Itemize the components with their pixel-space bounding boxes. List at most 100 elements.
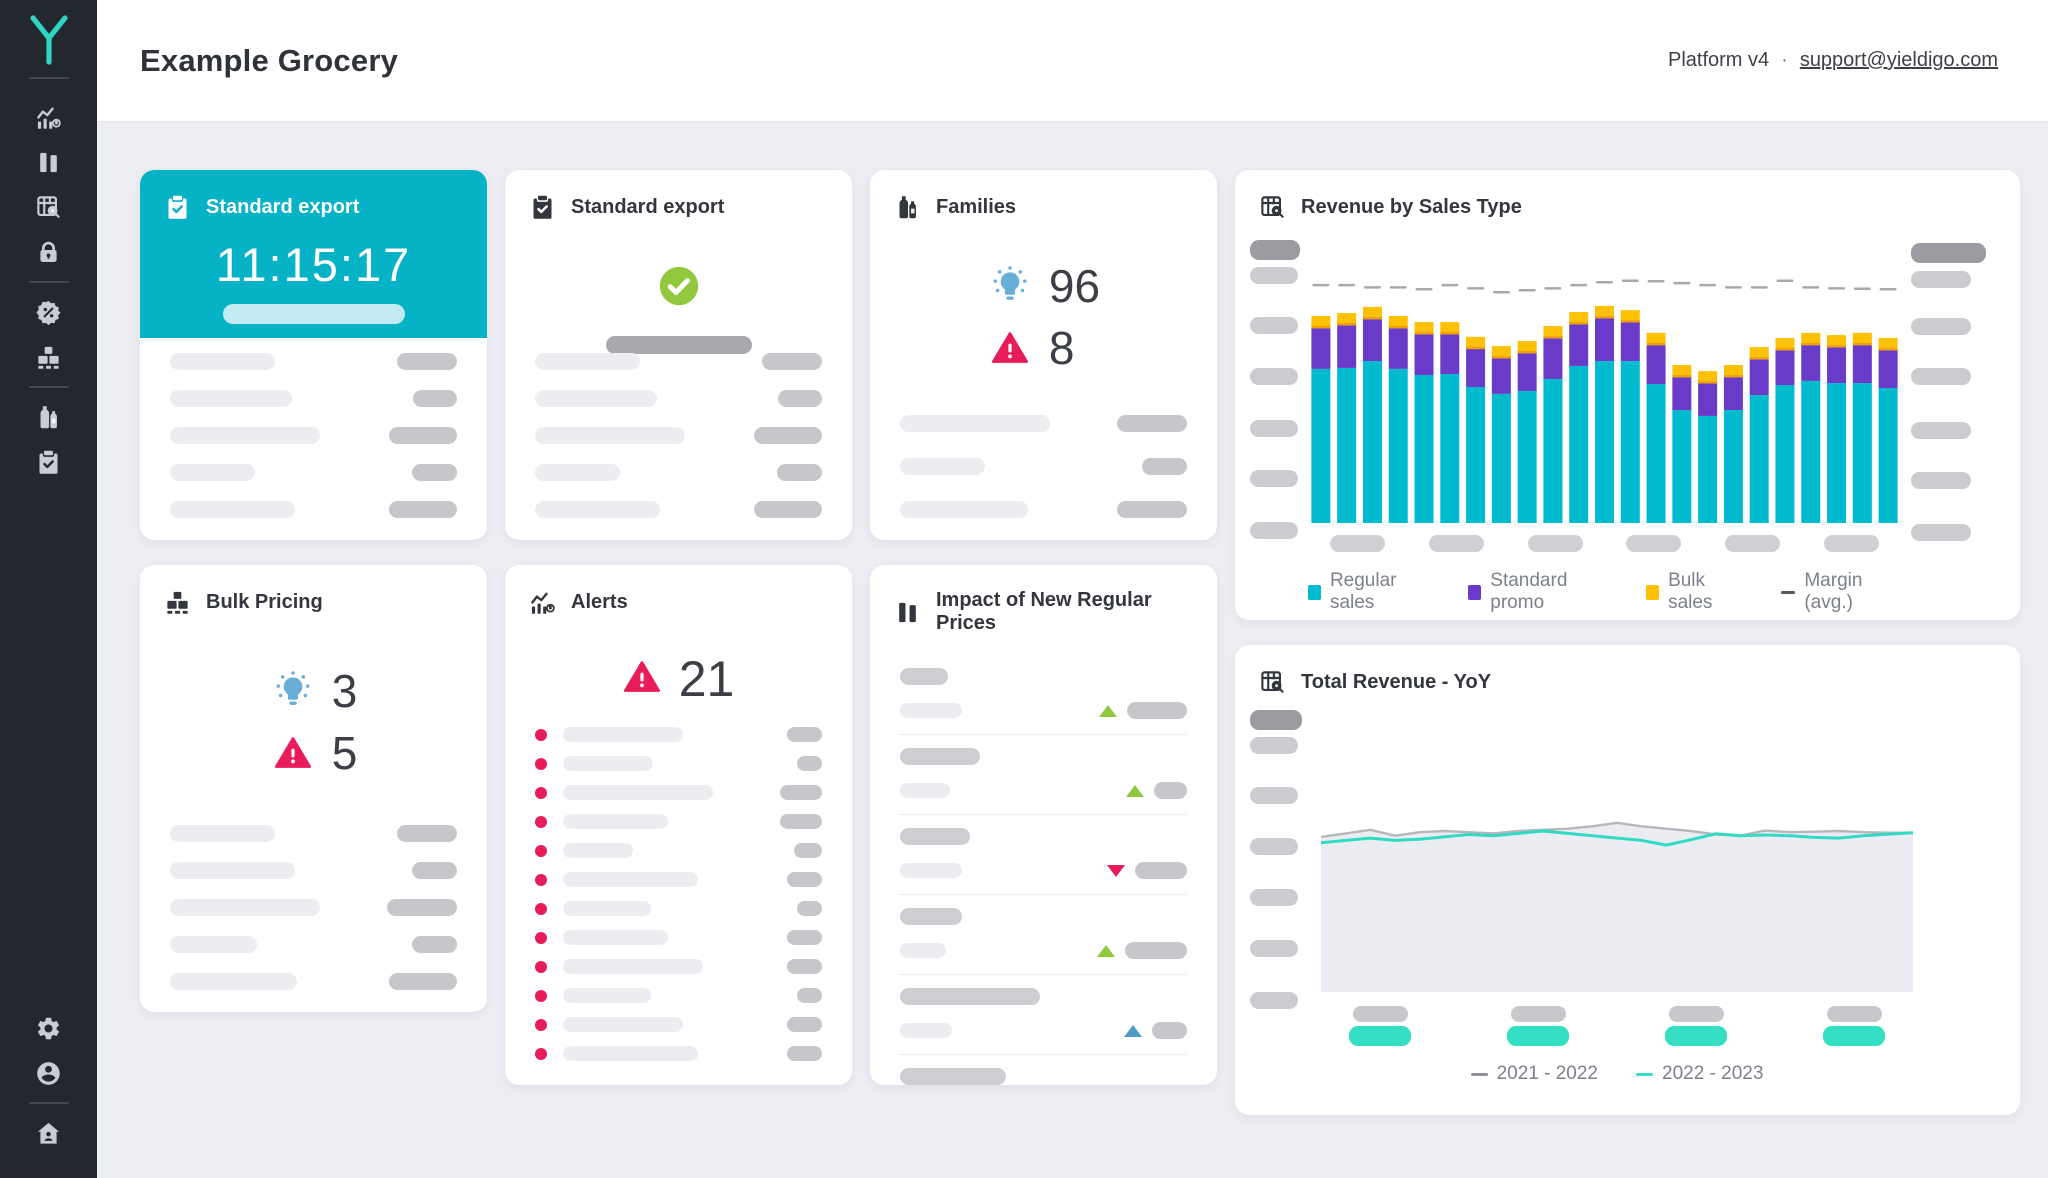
revenue-stacked-bar-chart — [1311, 279, 1898, 523]
alert-label-pill — [563, 1017, 683, 1032]
meta-separator: · — [1781, 49, 1788, 71]
alert-value-pill — [797, 988, 822, 1003]
alert-row[interactable] — [535, 843, 822, 858]
skeleton-label-pill — [170, 464, 255, 481]
legend-item[interactable]: 2021 - 2022 — [1470, 1063, 1598, 1085]
alert-row[interactable] — [535, 727, 822, 742]
sidebar-item-percent[interactable] — [27, 294, 71, 330]
card-title: Standard export — [571, 196, 725, 218]
skeleton-value-pill — [777, 464, 822, 481]
sidebar-item-pallet[interactable] — [27, 339, 71, 375]
impact-value-pill — [1127, 702, 1187, 719]
bulk-pricing-stats: 3 5 — [140, 668, 487, 776]
sidebar-item-clipboard-check[interactable] — [27, 444, 71, 480]
alert-row[interactable] — [535, 930, 822, 945]
skeleton-row — [535, 464, 822, 481]
alert-dot-icon — [535, 931, 547, 944]
x-axis-label-pill — [1826, 1006, 1882, 1022]
alert-row[interactable] — [535, 959, 822, 974]
skeleton-row — [170, 353, 457, 370]
skeleton-value-pill — [413, 390, 457, 407]
alert-row[interactable] — [535, 988, 822, 1003]
alert-value-pill — [787, 727, 822, 742]
sidebar-item-columns[interactable] — [27, 144, 71, 180]
skeleton-row — [170, 390, 457, 407]
sidebar — [0, 0, 97, 1178]
app-logo[interactable] — [25, 14, 73, 66]
legend-item[interactable]: Standard promo — [1468, 570, 1608, 614]
alert-label-pill — [563, 814, 668, 829]
sidebar-divider — [28, 1102, 69, 1104]
card-revenue-by-sales-type: Revenue by Sales Type Regular sales Stand… — [1235, 170, 2020, 620]
skeleton-row — [170, 501, 457, 518]
skeleton-label-pill — [170, 825, 275, 842]
skeleton-value-pill — [397, 825, 457, 842]
impact-sub-pill — [900, 783, 950, 798]
skeleton-row — [170, 936, 457, 953]
impact-title-pill — [900, 908, 962, 925]
sidebar-item-analytics[interactable] — [27, 99, 71, 135]
skeleton-value-pill — [389, 427, 457, 444]
y-axis-label-pill — [1250, 470, 1298, 487]
y-axis-label-pill — [1250, 992, 1298, 1009]
alert-dot-icon — [535, 989, 547, 1002]
chart-title: Revenue by Sales Type — [1301, 196, 1522, 218]
legend-item[interactable]: Margin (avg.) — [1780, 570, 1901, 614]
impact-row — [900, 815, 1187, 895]
skeleton-row — [535, 353, 822, 370]
support-link[interactable]: support@yieldigo.com — [1799, 49, 1998, 71]
alert-count: 5 — [331, 727, 358, 779]
sidebar-divider — [28, 386, 69, 388]
skeleton-label-pill — [535, 390, 657, 407]
x-axis-label-pill — [1330, 535, 1385, 552]
card-title: Standard export — [206, 196, 360, 218]
skeleton-label-pill — [170, 501, 295, 518]
alert-row[interactable] — [535, 814, 822, 829]
alert-row[interactable] — [535, 785, 822, 800]
legend-item[interactable]: Regular sales — [1308, 570, 1430, 614]
legend-square-swatch — [1308, 584, 1321, 600]
card-total-revenue-yoy: Total Revenue - YoY 2021 - 2022 2022 - 20… — [1235, 645, 2020, 1115]
alert-row[interactable] — [535, 756, 822, 771]
alert-row[interactable] — [535, 872, 822, 887]
x-axis-label-pill — [1626, 535, 1681, 552]
insight-count: 3 — [331, 665, 358, 717]
page-title: Example Grocery — [140, 42, 399, 78]
x-axis-selected-pill[interactable] — [1665, 1026, 1727, 1046]
legend-item[interactable]: Bulk sales — [1646, 570, 1743, 614]
alert-value-pill — [797, 756, 822, 771]
skeleton-value-pill — [387, 899, 457, 916]
card-standard-export-active[interactable]: Standard export 11:15:17 — [140, 170, 487, 540]
alert-row[interactable] — [535, 1017, 822, 1032]
sidebar-item-table-search[interactable] — [27, 189, 71, 225]
impact-row — [900, 655, 1187, 735]
sidebar-item-account[interactable] — [27, 1055, 71, 1091]
impact-row — [900, 1055, 1187, 1085]
trend-up-icon — [1124, 1024, 1142, 1037]
alert-row[interactable] — [535, 1046, 822, 1061]
impact-title-pill — [900, 748, 980, 765]
skeleton-label-pill — [170, 353, 275, 370]
y2-axis-label-pill — [1911, 524, 1971, 541]
x-axis-selected-pill[interactable] — [1507, 1026, 1569, 1046]
trend-up-icon — [1126, 784, 1144, 797]
sidebar-item-lock[interactable] — [27, 234, 71, 270]
alert-label-pill — [563, 872, 698, 887]
analytics-icon — [35, 104, 62, 131]
x-axis-selected-pill[interactable] — [1349, 1026, 1411, 1046]
sidebar-item-home[interactable] — [27, 1115, 71, 1151]
impact-row — [900, 895, 1187, 975]
table-search-icon — [1259, 669, 1286, 696]
impact-row — [900, 735, 1187, 815]
alerts-list — [505, 727, 852, 1085]
skeleton-value-pill — [754, 427, 822, 444]
sidebar-item-settings[interactable] — [27, 1010, 71, 1046]
alert-label-pill — [563, 901, 651, 916]
x-axis-selected-pill[interactable] — [1823, 1026, 1885, 1046]
skeleton-row — [535, 501, 822, 518]
x-axis-label-pill — [1668, 1006, 1724, 1022]
sidebar-item-bottles[interactable] — [27, 399, 71, 435]
alert-row[interactable] — [535, 901, 822, 916]
legend-item[interactable]: 2022 - 2023 — [1636, 1063, 1763, 1085]
